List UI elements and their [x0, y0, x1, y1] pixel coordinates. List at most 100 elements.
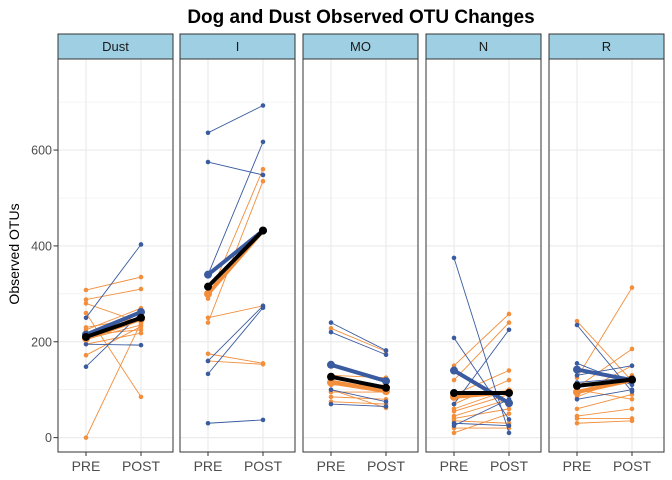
data-point-blue	[451, 423, 457, 428]
facet-panels: 0 200 400 600 Dust PRE POST I PRE POST MO PRE POST N P…	[31, 33, 665, 474]
data-point-blue	[83, 364, 89, 369]
orange-mean-point	[204, 289, 212, 298]
series-line-blue	[207, 161, 264, 176]
series-line-blue	[207, 105, 264, 134]
data-point-blue	[138, 342, 144, 348]
data-point-orange	[629, 406, 635, 412]
blue-mean-point	[137, 308, 145, 317]
data-point-blue	[205, 420, 211, 426]
facet-strip-label: MO	[350, 39, 371, 54]
overall-mean-line	[206, 228, 265, 289]
series-line-orange	[576, 287, 633, 378]
facet-strip	[425, 33, 542, 60]
data-point-orange	[205, 351, 211, 357]
series-line-blue	[330, 389, 387, 403]
series-line-blue	[330, 331, 387, 356]
series-line-orange	[85, 288, 142, 301]
data-point-blue	[506, 327, 512, 333]
x-tick-label: PRE	[72, 458, 101, 474]
data-point-blue	[506, 423, 512, 428]
data-point-blue	[260, 417, 266, 423]
data-point-orange	[83, 435, 89, 440]
series-line-blue	[207, 419, 264, 424]
blue-mean-point	[450, 366, 458, 375]
data-point-orange	[83, 352, 89, 358]
data-point-orange	[260, 178, 266, 184]
x-tick-label: PRE	[317, 458, 346, 474]
data-point-blue	[629, 363, 635, 369]
data-point-orange	[629, 418, 635, 424]
x-tick-label: PRE	[563, 458, 592, 474]
data-point-blue	[260, 139, 266, 145]
data-point-blue	[328, 387, 334, 392]
data-point-orange	[574, 318, 580, 324]
data-point-orange	[138, 327, 144, 333]
series-line-orange	[330, 396, 387, 400]
facet-strip	[57, 33, 174, 60]
x-tick-label: PRE	[194, 458, 223, 474]
data-point-blue	[383, 399, 389, 404]
blue-mean-line	[329, 362, 388, 384]
overall-mean-point	[327, 372, 335, 381]
series-line-orange	[330, 389, 387, 409]
series-line-orange	[576, 320, 633, 382]
blue-mean-point	[204, 270, 212, 279]
data-point-blue	[328, 329, 334, 335]
data-point-orange	[451, 377, 457, 383]
data-point-blue	[629, 387, 635, 392]
series-line-orange	[330, 327, 387, 352]
data-point-orange	[83, 301, 89, 306]
blue-mean-line	[575, 367, 634, 383]
data-point-orange	[83, 297, 89, 302]
data-point-blue	[83, 341, 89, 347]
overall-mean-point	[82, 332, 90, 341]
series-line-blue	[85, 244, 142, 319]
data-point-orange	[574, 416, 580, 421]
chart-title: Dog and Dust Observed OTU Changes	[187, 7, 534, 28]
data-point-blue	[383, 348, 389, 353]
series-line-orange	[85, 276, 142, 291]
data-point-orange	[138, 330, 144, 336]
overall-mean-point	[382, 383, 390, 392]
x-tick-label: PRE	[440, 458, 469, 474]
data-point-blue	[451, 255, 457, 261]
data-point-orange	[138, 286, 144, 292]
y-tick-label: 0	[45, 431, 52, 445]
facet-strip-label: I	[236, 39, 240, 54]
blue-mean-point	[382, 377, 390, 386]
data-point-blue	[328, 320, 334, 325]
data-point-orange	[506, 411, 512, 416]
series-line-blue	[207, 307, 264, 375]
series-line-blue	[207, 141, 264, 275]
y-axis-title: Observed OTUs	[6, 203, 22, 304]
orange-mean-point	[327, 378, 335, 387]
overall-mean-line	[575, 377, 634, 388]
series-line-blue	[453, 398, 510, 427]
facet-strip	[548, 33, 665, 60]
series-line-orange	[453, 398, 510, 417]
data-point-blue	[506, 417, 512, 422]
data-point-orange	[328, 326, 334, 331]
x-tick-label: POST	[490, 458, 529, 474]
overall-mean-point	[573, 381, 581, 390]
y-tick-label: 200	[31, 335, 52, 349]
overall-mean-point	[259, 226, 267, 235]
overall-mean-point	[628, 375, 636, 384]
series-line-blue	[576, 365, 633, 376]
facet-panel-mo: MO PRE POST	[302, 33, 419, 474]
data-point-blue	[138, 242, 144, 247]
series-line-blue	[330, 322, 387, 351]
facet-panel-dust: Dust PRE POST	[57, 33, 174, 474]
facet-strip	[179, 33, 296, 60]
series-line-orange	[576, 394, 633, 410]
data-point-orange	[506, 368, 512, 373]
y-tick-label: 400	[31, 239, 52, 253]
data-point-blue	[328, 401, 334, 407]
series-line-orange	[207, 353, 264, 364]
facet-panel-r: R PRE POST	[548, 33, 665, 474]
data-point-orange	[83, 287, 89, 293]
overall-mean-point	[137, 313, 145, 322]
data-point-blue	[260, 305, 266, 311]
series-line-orange	[453, 408, 510, 419]
